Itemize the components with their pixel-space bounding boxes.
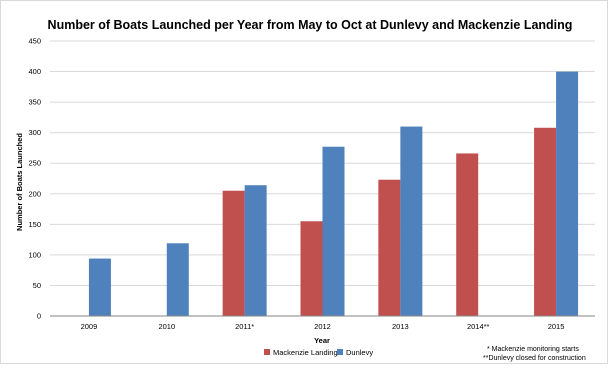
footnotes: * Mackenzie monitoring starts **Dunlevy … bbox=[483, 346, 586, 362]
legend-label-mackenzie-landing: Mackenzie Landing bbox=[273, 348, 338, 357]
bar-mackenzie-landing-2012 bbox=[300, 221, 323, 316]
bar-dunlevy-2011 bbox=[244, 185, 267, 316]
bar-dunlevy-2015 bbox=[556, 71, 579, 316]
x-tick-2013: 2013 bbox=[392, 322, 409, 331]
y-tick-100: 100 bbox=[28, 250, 41, 259]
bar-mackenzie-landing-2011 bbox=[222, 190, 245, 316]
legend-label-dunlevy: Dunlevy bbox=[346, 348, 373, 357]
x-axis-label: Year bbox=[314, 336, 330, 345]
y-tick-450: 450 bbox=[28, 37, 41, 46]
x-tick-2011: 2011* bbox=[235, 322, 254, 331]
x-tick-labels: 2009 2010 2011* 2012 2013 2014** 2015 bbox=[81, 322, 565, 331]
footnote-2: **Dunlevy closed for construction bbox=[483, 355, 586, 362]
y-tick-200: 200 bbox=[28, 189, 41, 198]
y-tick-400: 400 bbox=[28, 67, 41, 76]
bar-dunlevy-2012 bbox=[322, 146, 345, 316]
bars bbox=[88, 71, 579, 317]
bar-dunlevy-2010 bbox=[166, 243, 189, 316]
y-tick-300: 300 bbox=[28, 128, 41, 137]
x-tick-2015: 2015 bbox=[548, 322, 565, 331]
footnote-1: * Mackenzie monitoring starts bbox=[487, 346, 579, 353]
x-tick-2014: 2014** bbox=[467, 322, 490, 331]
legend-swatch-mackenzie-landing bbox=[264, 349, 270, 355]
gridlines bbox=[50, 40, 595, 286]
chart-title: Number of Boats Launched per Year from M… bbox=[48, 18, 573, 32]
y-tick-50: 50 bbox=[33, 281, 41, 290]
bar-mackenzie-landing-2014 bbox=[456, 153, 479, 316]
bar-mackenzie-landing-2013 bbox=[378, 179, 401, 316]
y-tick-150: 150 bbox=[28, 220, 41, 229]
x-tick-2009: 2009 bbox=[81, 322, 98, 331]
legend: Mackenzie Landing Dunlevy bbox=[264, 348, 373, 357]
bar-dunlevy-2013 bbox=[400, 126, 423, 316]
y-axis-label: Number of Boats Launched bbox=[15, 133, 24, 231]
y-tick-labels: 0 50 100 150 200 250 300 350 400 450 bbox=[28, 37, 41, 321]
y-tick-350: 350 bbox=[28, 98, 41, 107]
legend-swatch-dunlevy bbox=[337, 349, 343, 355]
y-tick-250: 250 bbox=[28, 159, 41, 168]
x-tick-2012: 2012 bbox=[314, 322, 331, 331]
y-tick-0: 0 bbox=[37, 312, 41, 321]
x-tick-2010: 2010 bbox=[158, 322, 175, 331]
bar-mackenzie-landing-2015 bbox=[534, 127, 557, 317]
bar-dunlevy-2009 bbox=[88, 258, 111, 316]
